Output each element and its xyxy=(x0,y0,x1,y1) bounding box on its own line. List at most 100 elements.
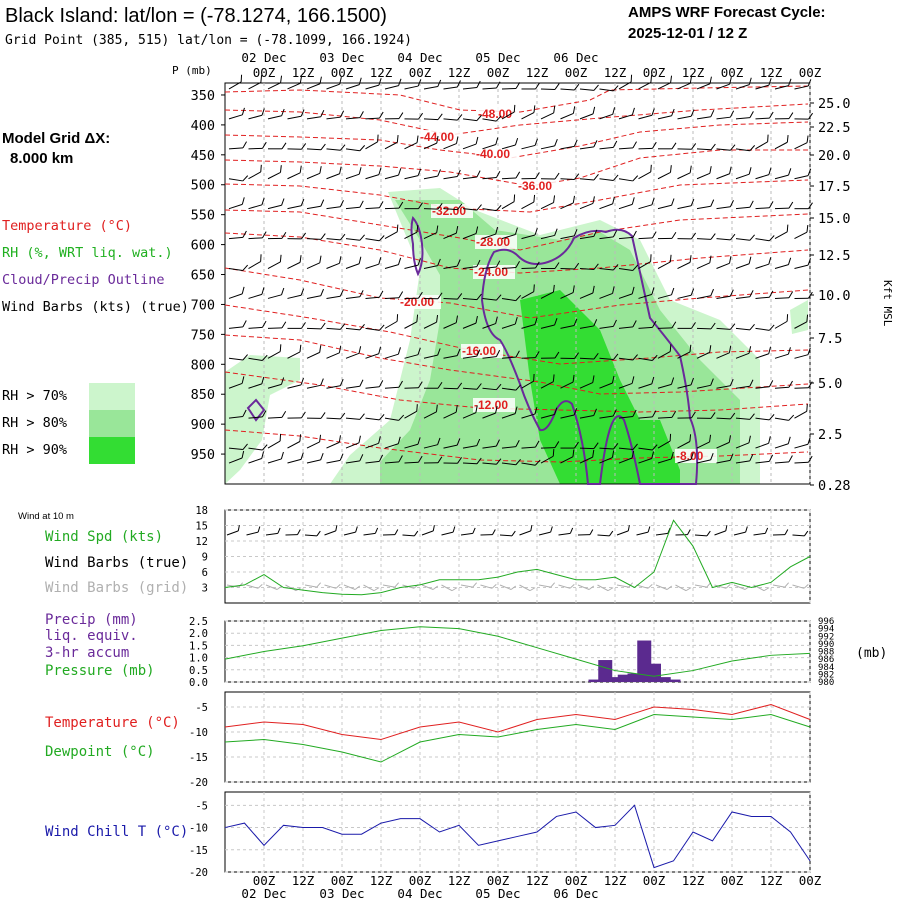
p1-label-1: Wind Barbs (true) xyxy=(45,555,188,571)
wind-barb-staff-322 xyxy=(657,383,672,389)
wind-barb-266 xyxy=(735,323,755,331)
wind-barb-flag-342 xyxy=(475,405,478,413)
wind-barb-61 xyxy=(248,141,267,150)
wind-barb-staff-190 xyxy=(423,265,438,270)
wind-barb-flag-37 xyxy=(379,111,384,119)
wind-barb-staff-80 xyxy=(618,147,634,150)
wind-barb-307 xyxy=(365,380,384,389)
wind-barb-15 xyxy=(521,82,540,90)
wind-barb-staff-171 xyxy=(638,237,653,240)
wind-barb-staff-2 xyxy=(267,82,281,90)
wind-barb-staff-189 xyxy=(404,264,419,270)
wind-barb-staff-394 xyxy=(306,459,321,464)
wind-barb-staff-371 xyxy=(443,444,458,449)
wind-barb-flag-21 xyxy=(650,75,653,83)
wind-barb-289 xyxy=(599,353,619,361)
wind-barb-staff-200 xyxy=(618,268,633,271)
wind-barb-240 xyxy=(228,320,247,329)
wind-barb-staff-320 xyxy=(618,382,633,389)
wind-10m-barb-true-flag-18 xyxy=(297,529,301,535)
wind-barb-8 xyxy=(384,78,402,90)
wind-barb-flag-99 xyxy=(417,168,422,176)
top-time-tick-5: 12Z xyxy=(448,65,471,80)
bottom-time-tick-3: 12Z xyxy=(370,873,393,888)
wind-barb-staff-50 xyxy=(618,114,633,120)
wind-barb-157 xyxy=(365,235,385,242)
temperature-label-bg-5 xyxy=(475,235,517,249)
wind-10m-barb-grid-flag-102 xyxy=(569,583,575,589)
wind-barb-flag-82 xyxy=(671,142,677,150)
wind-barb-210 xyxy=(228,286,245,299)
wind-barb-flag-259 xyxy=(612,319,617,327)
wind-barb-316 xyxy=(540,374,555,389)
wind-barb-398 xyxy=(384,455,403,464)
wind-barb-flag-316 xyxy=(552,374,555,382)
wind-barb-flag-167 xyxy=(573,229,578,237)
wind-barb-flag-198 xyxy=(593,263,599,270)
wind-barb-flag-284 xyxy=(515,350,520,358)
wind-barb-staff-145 xyxy=(716,206,731,210)
wind-barb-staff-292 xyxy=(657,351,671,359)
wind-barb-staff-347 xyxy=(560,414,575,419)
temperature-label-3: -36.00 xyxy=(518,179,552,193)
pressure-tick-label-1: 400 xyxy=(191,118,215,134)
wind-barb-flag-97 xyxy=(378,167,382,175)
wind-barb-flag-163 xyxy=(495,226,499,235)
wind-barb-flag-224 xyxy=(515,294,522,301)
wind-barb-flag-292 xyxy=(669,344,672,352)
wind-barb-flag-321 xyxy=(651,376,655,385)
wind-barb-43 xyxy=(482,115,502,122)
wind-barb-259 xyxy=(599,319,617,329)
wind-barb-staff-360 xyxy=(228,447,243,451)
wind-barb-329 xyxy=(794,381,813,389)
wind-barb-flag-104 xyxy=(515,171,521,179)
wind-barb-99 xyxy=(404,168,422,180)
wind-barb-100 xyxy=(423,169,441,180)
wind-speed-line-0 xyxy=(224,519,811,596)
wind-barb-flag-137 xyxy=(572,195,575,204)
wind-10m-barb-grid-108 xyxy=(577,584,595,590)
wind-barb-staff-102 xyxy=(462,176,477,180)
wind-barb-flag-386 xyxy=(748,435,751,443)
wind-barb-staff-318 xyxy=(579,382,593,389)
precip-bar-1 xyxy=(598,660,613,682)
wind-barb-flag-80 xyxy=(632,141,637,149)
wind-barb-staff-340 xyxy=(423,411,437,419)
wind-barb-flag-279 xyxy=(417,347,421,355)
wind-barb-flag-209 xyxy=(807,258,811,266)
wind-barb-flag-232 xyxy=(671,287,675,295)
wind-barb-341 xyxy=(443,405,458,419)
wind-barb-flag-364 xyxy=(319,434,322,443)
wind-barb-flag-302 xyxy=(280,377,285,385)
wind-barb-staff-52 xyxy=(657,115,672,120)
wind-barb-flag-383 xyxy=(689,434,692,442)
wind-barb-flag-50 xyxy=(631,107,635,115)
wind-barb-flag-56 xyxy=(749,111,754,118)
wind-barb-68 xyxy=(384,135,399,150)
wind-barb-273 xyxy=(287,344,302,359)
wind-10m-barb-true-staff-156 xyxy=(733,531,746,536)
wind-barb-244 xyxy=(306,322,326,330)
wind-barb-flag-377 xyxy=(574,441,579,449)
wind-barb-flag-112 xyxy=(669,165,672,173)
wind-barb-flag-173 xyxy=(691,232,697,240)
wind-barb-staff-350 xyxy=(618,415,633,419)
wind-barb-flag-17 xyxy=(574,83,580,91)
wind-barb-231 xyxy=(638,287,655,299)
wind-barb-staff-375 xyxy=(521,446,536,449)
wind-barb-staff-373 xyxy=(482,445,497,449)
wind-barb-staff-137 xyxy=(560,202,574,210)
wind-barb-21 xyxy=(638,75,653,90)
wind-barb-staff-288 xyxy=(579,357,595,360)
wind-barb-staff-115 xyxy=(716,173,730,180)
wind-barb-79 xyxy=(599,140,618,150)
wind-barb-staff-112 xyxy=(657,171,671,180)
wind-barb-flag-323 xyxy=(690,377,694,386)
wind-barb-220 xyxy=(423,292,443,300)
wind-barb-flag-66 xyxy=(359,145,366,152)
temperature-label-bg-9 xyxy=(473,398,515,412)
wind-barb-flag-343 xyxy=(495,405,498,414)
wind-barb-staff-180 xyxy=(228,268,243,271)
wind-barb-325 xyxy=(716,378,734,389)
wind-barb-70 xyxy=(423,135,439,150)
